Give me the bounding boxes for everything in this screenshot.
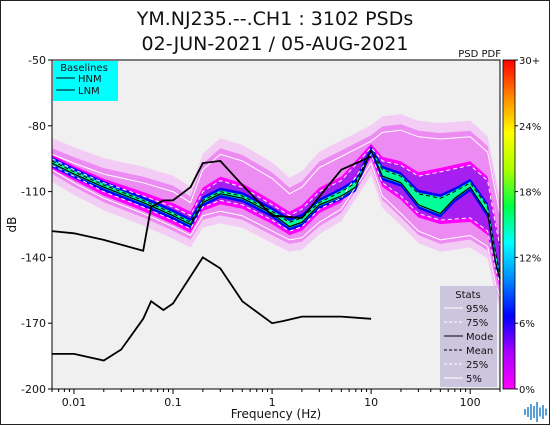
series-mean-line [52,148,500,276]
chart-subtitle: 02-JUN-2021 / 05-AUG-2021 [142,33,409,55]
colorbar-label: 6% [519,319,535,330]
density-core [52,148,500,281]
colorbar-label: 0% [519,385,535,396]
series-mode-line [52,148,500,280]
baseline-label: HNM [78,74,102,85]
x-tick-label: 100 [460,396,481,409]
logo-bar [539,407,541,417]
pdf-label: PSD PDF [458,49,501,60]
stats-legend: Stats 95% 75% Mode Mean 25% 5% [440,286,497,387]
x-tick-label: 1 [269,396,276,409]
stats-label: 95% [466,304,488,315]
y-tick-label: -170 [21,317,46,330]
x-tick-label: 10 [364,396,378,409]
chart-title: YM.NJ235.--.CH1 : 3102 PSDs [136,8,413,30]
stats-label: 75% [466,318,488,329]
x-axis-label: Frequency (Hz) [231,407,322,421]
series-5pct-line [52,161,500,298]
series-hnm-line [52,155,372,252]
stats-label: 5% [466,374,482,385]
y-tick-label: -110 [21,186,46,199]
y-axis-label: dB [5,217,19,233]
stats-label: Mean [466,346,493,357]
logo-bar [542,405,544,419]
colorbar [502,59,516,390]
colorbar-label: 18% [519,188,541,199]
logo-bar [545,408,547,416]
logo-bar [536,402,538,422]
logo-bar [533,406,535,418]
baseline-label: LNM [78,86,100,97]
y-tick-label: -80 [28,120,46,133]
logo-bar [524,409,526,415]
y-tick-label: -50 [28,54,46,67]
colorbar-label: 24% [519,122,541,133]
y-tick-label: -140 [21,251,46,264]
baselines-legend-box [53,61,118,101]
logo-bar [530,404,532,420]
logo-bar [527,407,529,417]
colorbar-label: 12% [519,253,541,264]
x-tick-label: 0.1 [164,396,182,409]
series-95pct-line [52,129,500,214]
colorbar-label: 30+ [519,56,540,67]
seismic-logo-icon [524,402,547,422]
stats-title: Stats [455,290,481,301]
stats-label: 25% [466,360,488,371]
stats-label: Mode [466,332,493,343]
x-tick-label: 0.01 [62,396,87,409]
series-25pct-line [52,153,500,284]
baselines-title: Baselines [60,63,108,74]
y-tick-label: -200 [21,383,46,396]
series-lnm-line [52,256,372,362]
series-75pct-line [52,146,500,247]
plot-border [51,59,501,390]
